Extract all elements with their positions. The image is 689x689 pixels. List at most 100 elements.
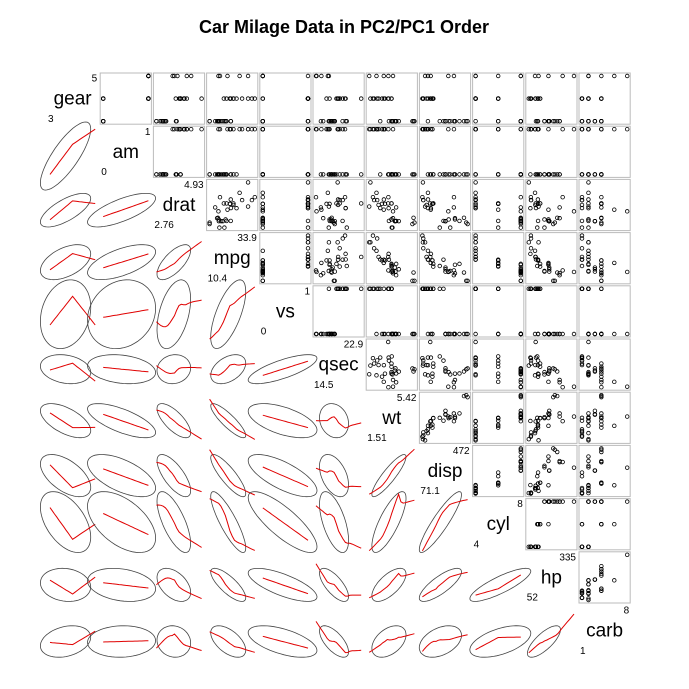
point	[146, 96, 151, 101]
point	[216, 126, 221, 132]
point	[146, 73, 151, 79]
point	[546, 458, 551, 464]
point	[239, 96, 245, 101]
point	[335, 286, 341, 291]
point	[586, 430, 591, 436]
point	[579, 474, 585, 479]
point	[393, 371, 399, 376]
point	[579, 470, 585, 475]
point	[586, 261, 591, 267]
point	[586, 372, 591, 377]
scatter-panel	[206, 178, 259, 232]
point	[555, 270, 560, 275]
point	[392, 265, 398, 270]
variable-name: drat	[163, 195, 196, 216]
point	[154, 118, 159, 124]
point	[451, 194, 457, 200]
point	[560, 331, 565, 337]
point	[425, 190, 431, 196]
smooth-line	[103, 366, 149, 373]
point	[393, 380, 399, 385]
point	[224, 201, 229, 206]
point	[518, 172, 523, 177]
point	[452, 371, 458, 376]
scatter-panel	[206, 125, 259, 178]
point	[532, 190, 538, 196]
point	[237, 73, 242, 79]
point	[586, 126, 591, 132]
data-ellipse	[87, 193, 157, 228]
point	[546, 411, 551, 416]
point	[571, 269, 577, 275]
panel-border	[578, 232, 631, 285]
scatter-panel	[365, 338, 418, 391]
point	[376, 126, 381, 132]
point	[446, 73, 451, 79]
point	[599, 286, 604, 291]
scatter-panel	[525, 391, 578, 444]
smooth-line	[262, 507, 309, 541]
panel-border	[365, 125, 418, 178]
point	[228, 197, 233, 202]
point	[386, 73, 391, 79]
point	[546, 73, 551, 79]
point	[537, 172, 543, 177]
point	[425, 355, 431, 360]
point	[464, 331, 469, 337]
range-max: 1	[304, 286, 310, 297]
point	[457, 118, 462, 124]
point	[518, 371, 523, 376]
point	[579, 118, 585, 124]
data-ellipse	[40, 454, 92, 498]
point	[207, 220, 212, 225]
point	[446, 217, 451, 222]
point	[410, 278, 415, 283]
point	[451, 273, 457, 278]
data-ellipse	[87, 279, 157, 350]
point	[224, 218, 229, 224]
point	[326, 268, 331, 274]
panel-border	[418, 125, 472, 178]
point	[599, 566, 604, 572]
point	[425, 257, 431, 262]
smooth-line	[209, 631, 255, 653]
scatter-panel	[472, 232, 525, 285]
point	[533, 96, 538, 101]
point	[342, 126, 348, 132]
point	[100, 118, 106, 124]
data-ellipse	[469, 625, 532, 658]
point	[163, 172, 169, 177]
point	[428, 126, 433, 132]
point	[586, 254, 591, 260]
point	[557, 331, 562, 337]
point	[305, 194, 311, 200]
point	[542, 118, 547, 124]
point	[555, 449, 560, 455]
point	[359, 286, 364, 291]
point	[335, 240, 340, 245]
point	[586, 596, 591, 601]
point	[337, 96, 342, 101]
point	[518, 209, 523, 214]
data-ellipse	[319, 567, 349, 602]
point	[412, 278, 417, 283]
scatter-panel	[578, 232, 631, 285]
panel-border	[578, 551, 631, 604]
point	[175, 126, 180, 132]
point	[305, 204, 311, 209]
point	[162, 172, 167, 177]
point	[473, 172, 478, 177]
point	[420, 434, 425, 439]
point	[599, 96, 604, 101]
range-max: 4.93	[184, 180, 204, 191]
point	[535, 474, 540, 479]
point	[178, 172, 183, 177]
point	[518, 459, 523, 465]
smooth-line	[49, 464, 96, 489]
point	[528, 433, 534, 438]
point	[518, 73, 523, 79]
point	[260, 96, 265, 101]
scatter-panel	[525, 125, 578, 178]
point	[437, 354, 442, 359]
scatter-panel	[418, 285, 472, 338]
